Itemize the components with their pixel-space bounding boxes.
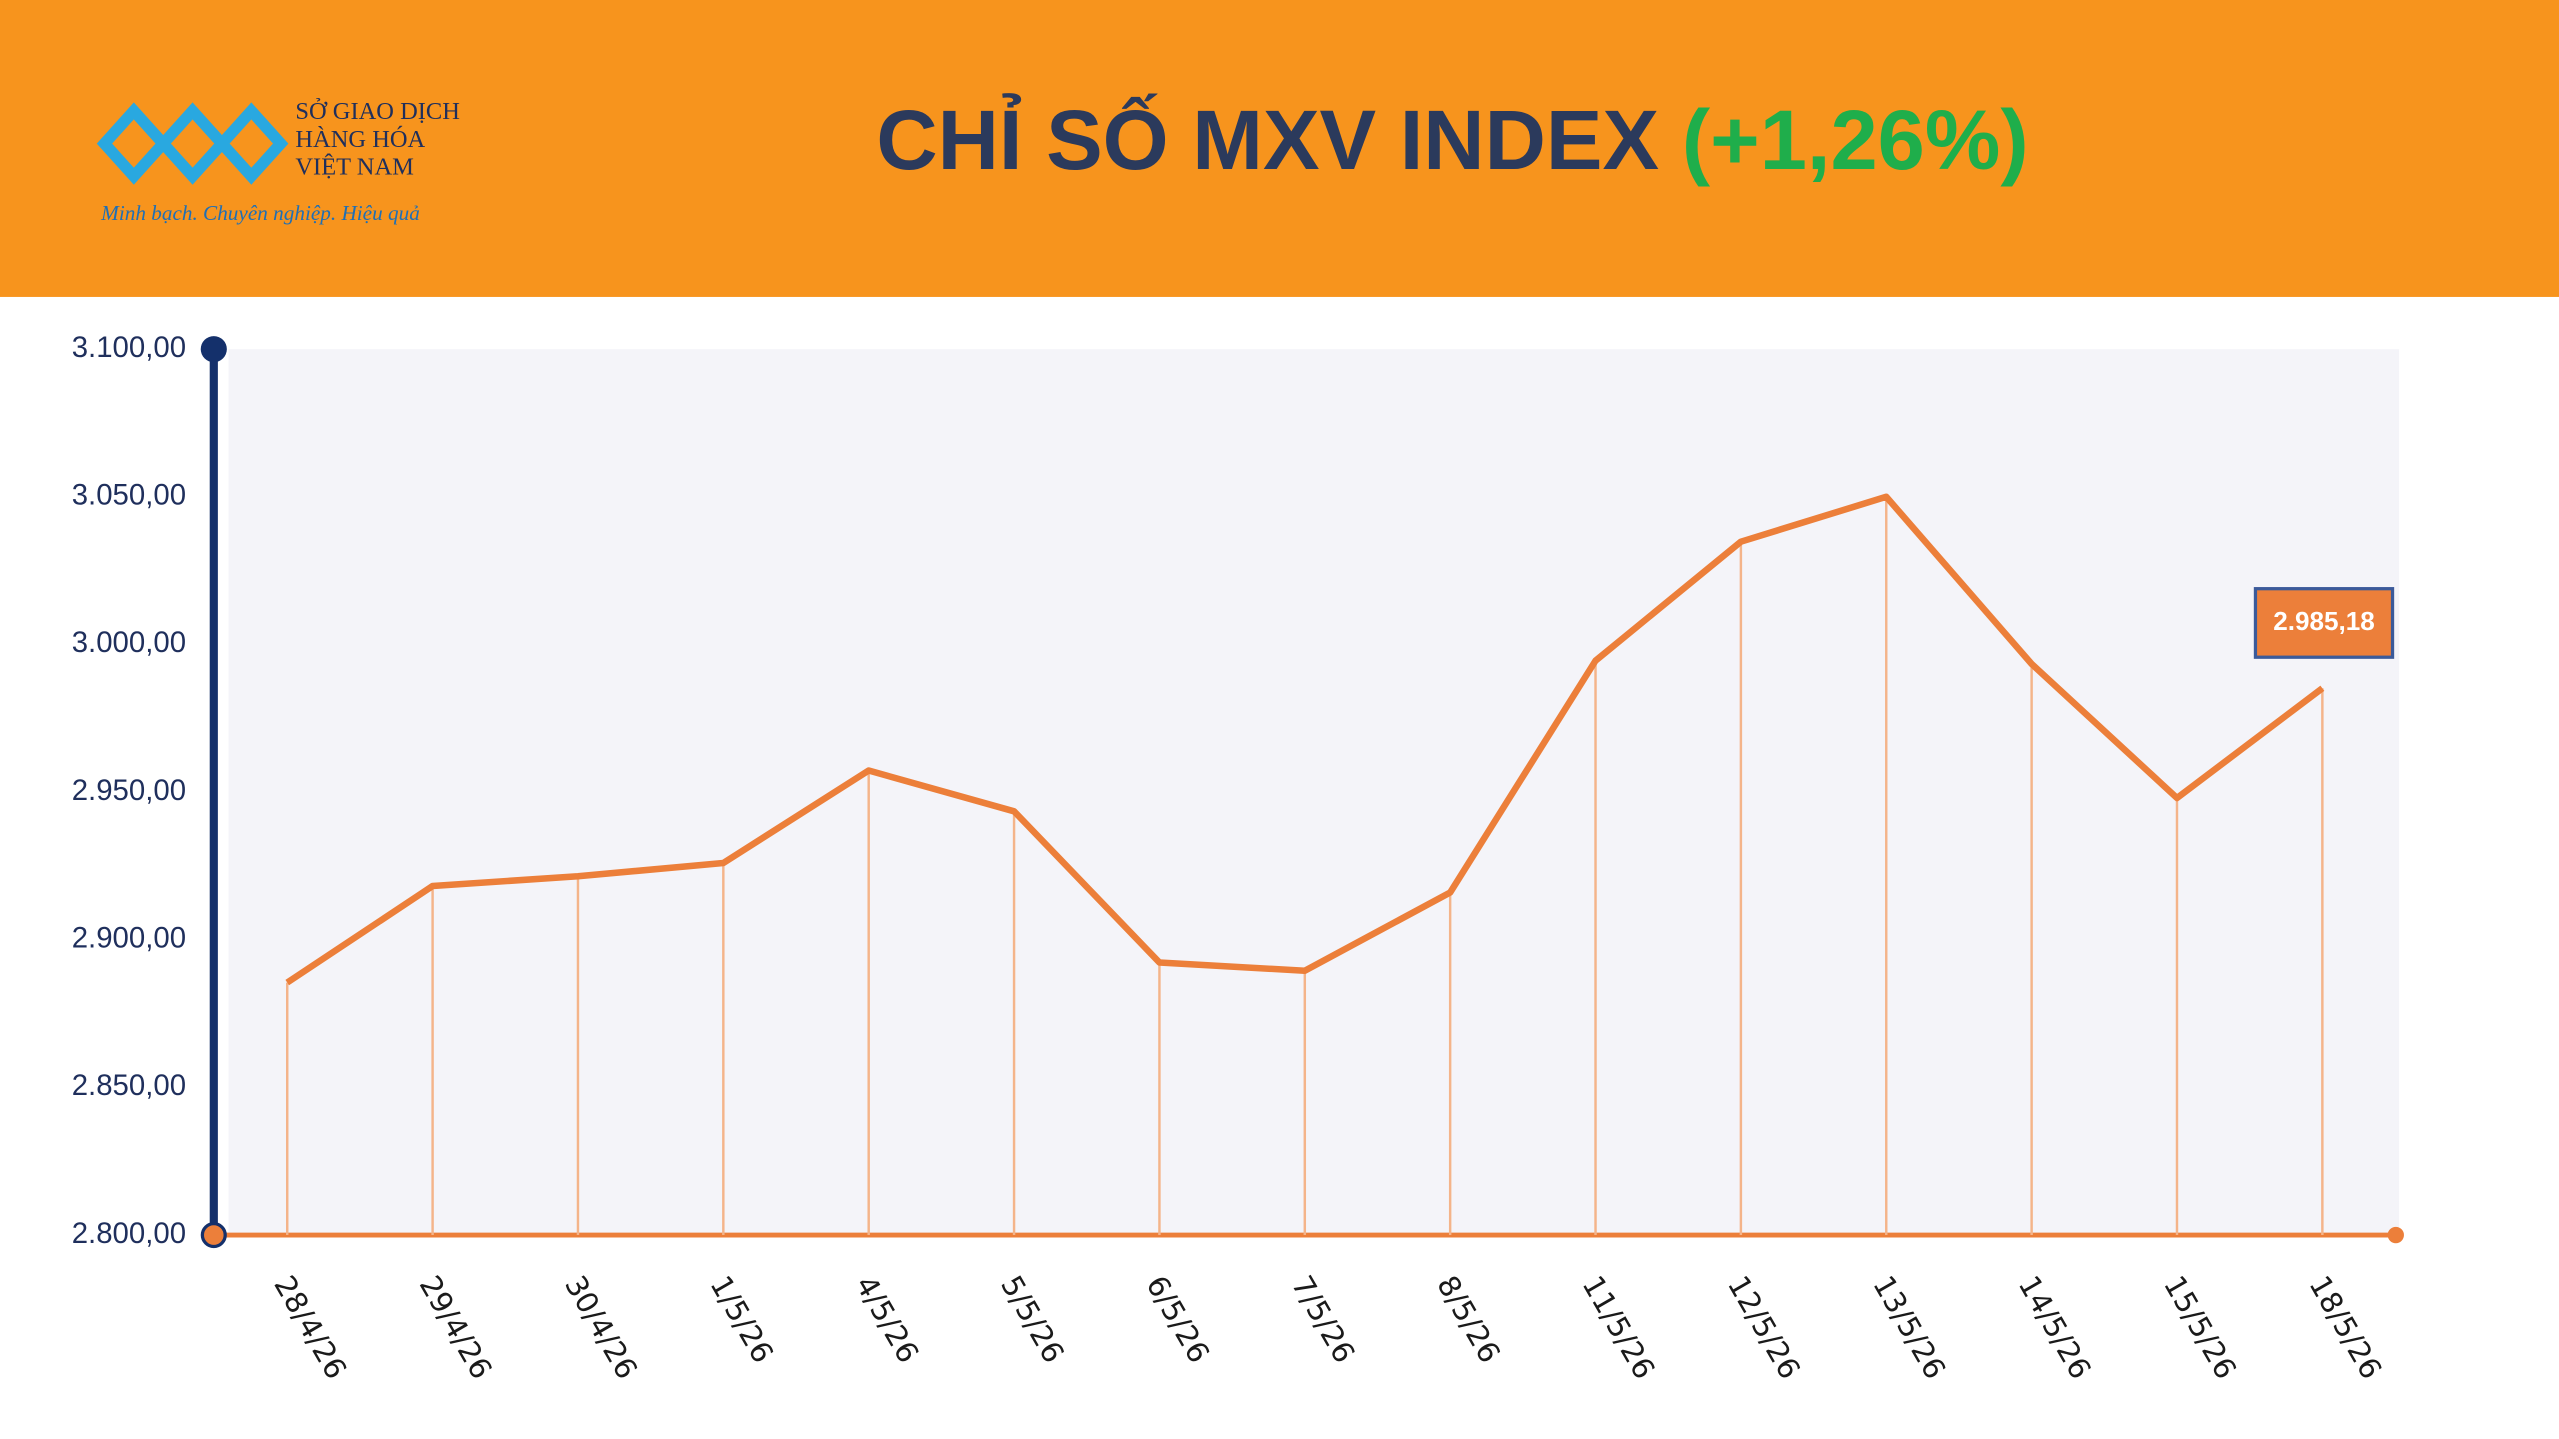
logo-text: VIỆT NAM (295, 153, 414, 181)
y-tick-label: 2.950,00 (72, 774, 186, 807)
plot-background (228, 349, 2400, 1236)
y-tick-label: 3.050,00 (72, 479, 186, 512)
index-line (285, 493, 2325, 986)
y-tick-label: 3.100,00 (72, 331, 186, 364)
y-tick-label: 3.000,00 (72, 626, 186, 659)
slogan: Minh bạch. Chuyên nghiệp. Hiệu quả (100, 201, 420, 225)
title-main: CHỈ SỐ MXV INDEX (876, 92, 1659, 187)
title-change: (+1,26%) (1682, 92, 2029, 187)
y-axis-top (200, 336, 227, 363)
x-axis-end (2387, 1226, 2404, 1244)
y-axis-origin (200, 1222, 227, 1249)
value-label: 2.985,18 (2273, 606, 2375, 636)
y-tick-label: 2.850,00 (72, 1069, 186, 1102)
value-label-box (2253, 587, 2395, 659)
title: CHỈ SỐ MXV INDEX (+1,26%) (876, 92, 2028, 187)
logo-mark (96, 102, 289, 185)
logo: SỞ GIAO DỊCH HÀNG HÓA VIỆT NAM Minh bạch… (96, 97, 460, 225)
logo-text: SỞ GIAO DỊCH (295, 97, 460, 125)
y-tick-label: 2.900,00 (72, 922, 186, 955)
y-tick-label: 2.800,00 (72, 1217, 186, 1250)
logo-text: HÀNG HÓA (295, 125, 425, 153)
header-bar (0, 0, 2559, 297)
